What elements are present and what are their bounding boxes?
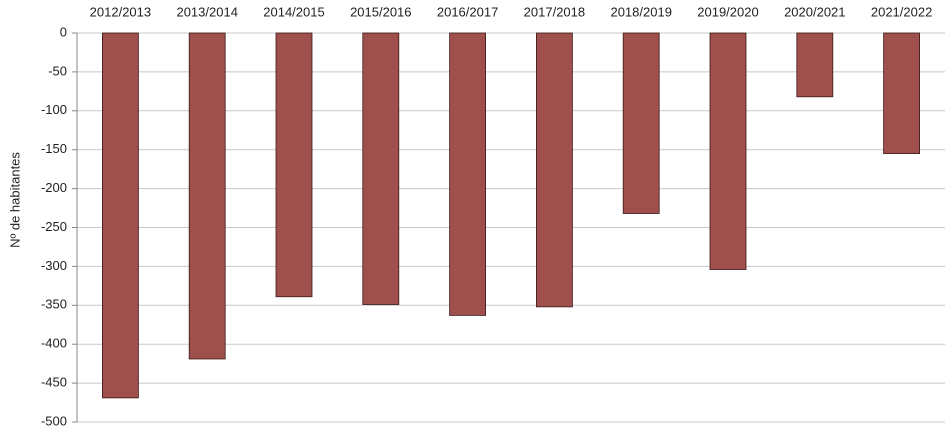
bar	[188, 32, 226, 360]
bar	[449, 32, 487, 316]
y-tick-label: -250	[41, 219, 67, 234]
x-tick-label: 2013/2014	[176, 4, 237, 19]
y-tick-label: -350	[41, 297, 67, 312]
bar	[536, 32, 573, 308]
y-tick-label: -400	[41, 336, 67, 351]
x-tick-label: 2012/2013	[90, 4, 151, 19]
x-tick-label: 2018/2019	[610, 4, 671, 19]
y-tick-label: -300	[41, 258, 67, 273]
y-tick-label: -150	[41, 141, 67, 156]
y-tick-label: -450	[41, 375, 67, 390]
x-tick-label: 2017/2018	[524, 4, 585, 19]
y-tick-label: -50	[48, 63, 67, 78]
x-tick-label: 2021/2022	[871, 4, 932, 19]
bar	[709, 32, 747, 270]
bar	[883, 32, 920, 154]
y-axis-label: Nº de habitantes	[7, 152, 22, 248]
x-tick-label: 2014/2015	[263, 4, 324, 19]
y-tick-label: 0	[60, 24, 67, 39]
bar	[622, 32, 660, 214]
bar	[362, 32, 400, 305]
y-tick-label: -200	[41, 180, 67, 195]
y-tick-label: -500	[41, 413, 67, 428]
y-tick-label: -100	[41, 102, 67, 117]
x-tick-label: 2020/2021	[784, 4, 845, 19]
x-tick-label: 2015/2016	[350, 4, 411, 19]
bar	[796, 32, 834, 98]
bar	[102, 32, 139, 399]
x-tick-label: 2019/2020	[697, 4, 758, 19]
x-tick-label: 2016/2017	[437, 4, 498, 19]
bar	[275, 32, 313, 298]
